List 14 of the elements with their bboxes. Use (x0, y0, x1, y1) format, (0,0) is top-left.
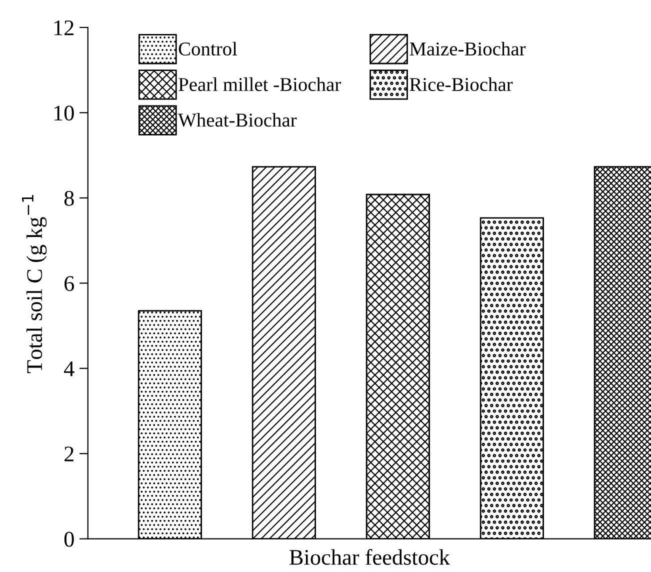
legend-label: Pearl millet -Biochar (178, 77, 341, 92)
y-tick-label: 6 (64, 276, 74, 292)
y-tick-label: 10 (54, 106, 74, 121)
y-tick-label: 4 (64, 361, 74, 376)
legend-label: Control (178, 42, 238, 56)
legend-label: Maize-Biochar (410, 42, 526, 56)
y-tick-label: 0 (64, 532, 74, 547)
y-axis-title: Total soil C (g kg$^{−1}$ (22, 194, 47, 374)
y-tick-label: 12 (54, 20, 74, 36)
legend-label: Wheat-Biochar (178, 113, 297, 127)
x-axis-title: Biochar feedstock (290, 549, 450, 565)
y-tick-label: 2 (64, 446, 74, 462)
y-tick-label: 8 (64, 190, 74, 206)
legend-label: Rice-Biochar (410, 77, 513, 92)
